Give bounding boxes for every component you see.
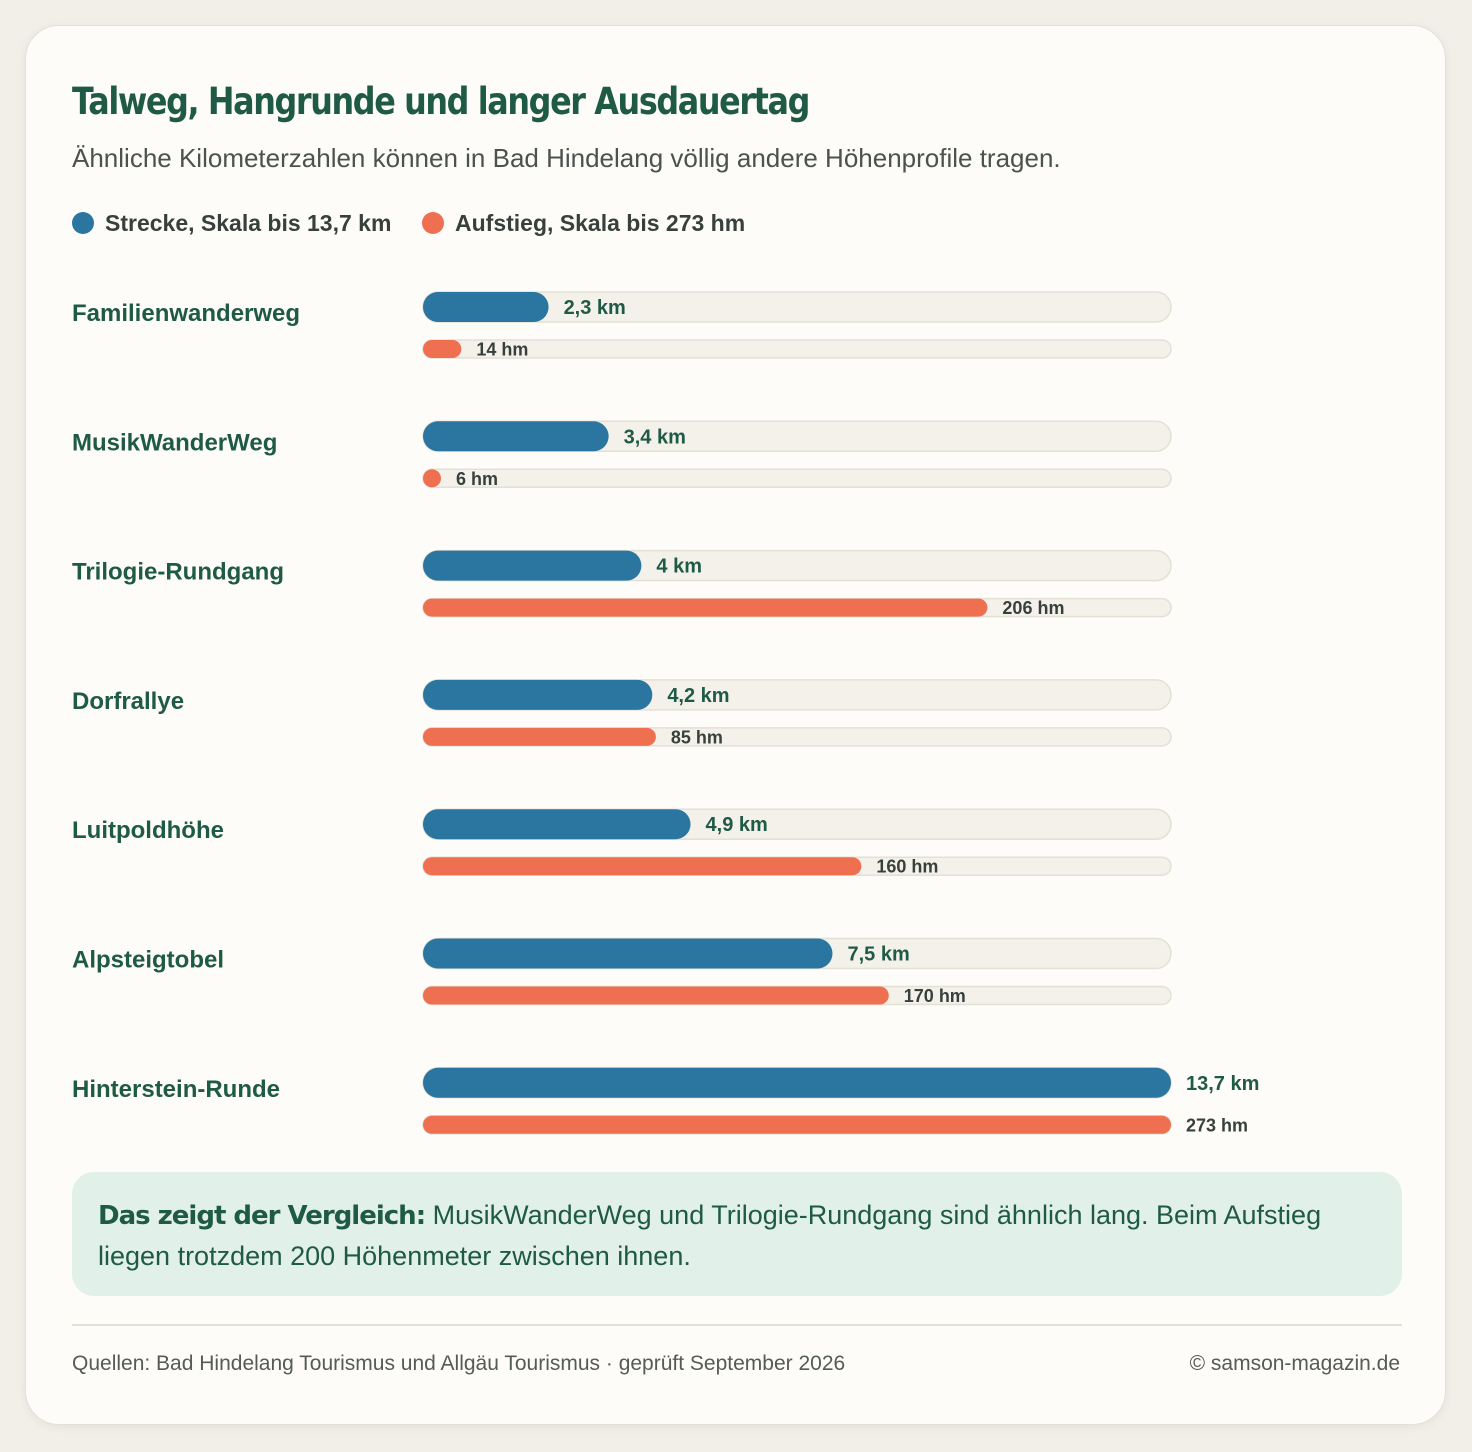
distance-bar [423,679,653,710]
distance-bar [423,1067,1171,1098]
distance-bar [423,421,609,452]
footer-sources: Quellen: Bad Hindelang Tourismus und All… [72,1352,846,1375]
ascent-track [422,468,1172,489]
distance-bar [423,550,642,581]
ascent-value-label: 273 hm [1186,1115,1248,1135]
ascent-bar [423,340,462,358]
chart-subtitle: Ähnliche Kilometerzahlen können in Bad H… [72,143,1061,173]
ascent-bar [423,1115,1171,1134]
legend-label-distance: Strecke, Skala bis 13,7 km [105,209,392,236]
footer-divider [72,1324,1402,1326]
legend-item-distance: Strecke, Skala bis 13,7 km [72,208,391,238]
chart-title: Talweg, Hangrunde und langer Ausdauertag [72,80,810,123]
legend-dot-distance [72,212,94,234]
ascent-value-label: 6 hm [456,469,498,489]
distance-value-label: 4,2 km [667,685,729,707]
ascent-bar [423,857,862,876]
ascent-value-label: 85 hm [671,727,723,747]
distance-value-label: 4,9 km [706,814,768,836]
distance-bar [423,809,691,840]
distance-value-label: 13,7 km [1186,1073,1259,1095]
ascent-value-label: 160 hm [876,857,938,877]
ascent-value-label: 206 hm [1002,598,1064,618]
legend-dot-ascent [422,212,444,234]
ascent-value-label: 170 hm [904,986,966,1006]
category-label: Luitpoldhöhe [72,817,224,844]
distance-value-label: 4 km [656,556,702,578]
ascent-track [422,339,1172,359]
note-lead: Das zeigt der Vergleich: [98,1201,426,1231]
distance-bar [423,292,549,322]
distance-value-label: 3,4 km [624,426,686,448]
distance-value-label: 7,5 km [847,944,909,966]
category-label: Hinterstein-Runde [72,1076,280,1103]
distance-value-label: 2,3 km [564,297,626,319]
footer-copyright: © samson-magazin.de [1189,1352,1400,1375]
distance-bar [423,938,833,969]
category-label: Dorfrallye [72,688,184,715]
ascent-bar [423,469,441,488]
ascent-bar [423,598,988,617]
ascent-bar [423,986,889,1005]
legend-label-ascent: Aufstieg, Skala bis 273 hm [455,209,746,236]
category-label: Familienwanderweg [72,300,300,327]
ascent-bar [423,727,656,746]
ascent-value-label: 14 hm [476,340,528,360]
category-label: Alpsteigtobel [72,947,224,974]
category-label: MusikWanderWeg [72,429,277,456]
category-label: Trilogie-Rundgang [72,559,284,586]
comparison-note: Das zeigt der Vergleich: MusikWanderWeg … [72,1172,1402,1296]
legend-item-ascent: Aufstieg, Skala bis 273 hm [422,208,745,238]
note-text: MusikWanderWeg und Trilogie-Rundgang sin… [98,1200,1322,1271]
